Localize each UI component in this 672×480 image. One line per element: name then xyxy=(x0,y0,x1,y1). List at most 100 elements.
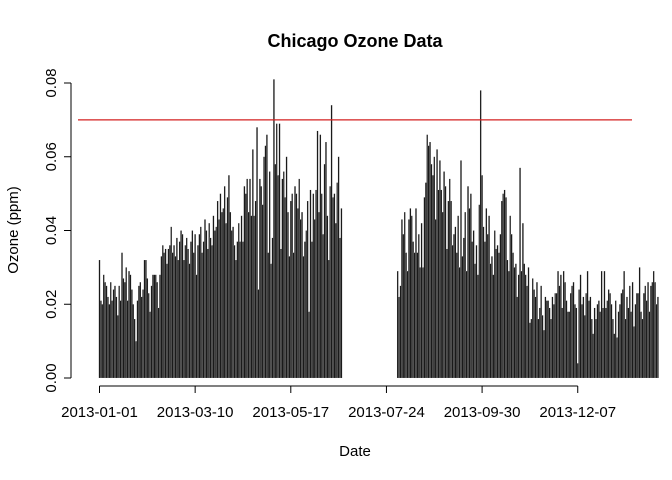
ozone-bar xyxy=(444,186,447,379)
ozone-bar xyxy=(505,197,507,379)
ozone-bar xyxy=(638,267,641,379)
ozone-bar xyxy=(629,285,631,379)
ozone-bar xyxy=(275,123,278,379)
ozone-bar xyxy=(122,278,125,379)
ozone-bar xyxy=(281,178,284,379)
ozone-bar xyxy=(219,193,222,379)
ozone-bar xyxy=(633,326,635,379)
ozone-bar xyxy=(326,215,329,379)
ozone-bar xyxy=(222,208,225,379)
ozone-bar xyxy=(510,234,513,379)
ozone-bar xyxy=(560,274,562,379)
ozone-bar xyxy=(427,145,430,379)
ozone-bar xyxy=(305,230,308,379)
ozone-bar xyxy=(434,219,437,379)
ozone-bar xyxy=(180,230,182,379)
ozone-bar xyxy=(330,105,333,379)
ozone-bar xyxy=(443,171,445,379)
ozone-bar xyxy=(409,208,412,379)
ozone-bar xyxy=(529,322,531,379)
ozone-bar xyxy=(339,237,341,379)
ozone-bar xyxy=(437,189,440,379)
ozone-bar xyxy=(416,252,419,379)
ozone-bar xyxy=(256,127,258,379)
ozone-bar xyxy=(423,197,426,379)
ozone-bar xyxy=(290,200,292,379)
ozone-bar xyxy=(340,208,343,379)
ozone-bar xyxy=(157,307,160,379)
ozone-bar xyxy=(657,296,659,379)
ozone-bar xyxy=(489,263,492,379)
ozone-bar xyxy=(567,311,569,379)
ozone-bar xyxy=(301,211,303,379)
ozone-bar xyxy=(271,237,274,379)
ozone-bar xyxy=(454,226,457,379)
ozone-bar xyxy=(650,285,652,379)
ozone-bar xyxy=(153,274,156,379)
ozone-bar xyxy=(260,186,263,379)
ozone-bar xyxy=(223,186,226,379)
y-tick-label: 0.02 xyxy=(43,290,60,319)
ozone-bar xyxy=(232,226,234,379)
ozone-bar xyxy=(250,215,253,379)
ozone-bar xyxy=(522,223,524,379)
ozone-bar xyxy=(173,245,175,379)
ozone-bar xyxy=(319,134,322,379)
ozone-bar xyxy=(309,189,312,379)
ozone-bar xyxy=(551,296,554,379)
ozone-bar xyxy=(605,307,607,379)
ozone-bar xyxy=(205,230,208,379)
ozone-bar xyxy=(582,296,585,379)
ozone-bar xyxy=(447,200,450,379)
ozone-bar xyxy=(240,215,243,379)
ozone-bar xyxy=(102,274,105,379)
ozone-bar xyxy=(320,193,323,379)
ozone-bar xyxy=(460,160,462,379)
ozone-bar xyxy=(588,300,590,379)
ozone-bar xyxy=(426,134,428,379)
ozone-bar xyxy=(592,333,594,379)
ozone-bar xyxy=(267,252,270,379)
ozone-bar xyxy=(242,241,244,379)
ozone-bar xyxy=(142,289,144,379)
ozone-bar xyxy=(243,186,246,379)
ozone-bar xyxy=(285,156,288,379)
ozone-bar xyxy=(337,156,340,379)
ozone-bar xyxy=(104,282,106,379)
ozone-bar xyxy=(187,248,189,379)
ozone-bar xyxy=(315,189,317,379)
ozone-bar xyxy=(519,167,521,379)
ozone-bar xyxy=(591,318,593,379)
ozone-bar xyxy=(181,234,184,379)
ozone-bar xyxy=(264,145,267,379)
ozone-bar xyxy=(456,252,458,379)
x-axis: 2013-01-01 2013-03-10 2013-05-17 2013-07-24… xyxy=(61,385,616,421)
ozone-bar xyxy=(578,289,580,379)
ozone-bar xyxy=(465,270,468,379)
ozone-bar xyxy=(112,289,115,379)
ozone-bar xyxy=(430,164,433,379)
ozone-bar xyxy=(214,230,216,379)
ozone-bar xyxy=(623,270,625,379)
ozone-bar xyxy=(146,278,149,379)
ozone-bar xyxy=(569,293,572,379)
ozone-bar xyxy=(526,285,528,379)
ozone-bar xyxy=(600,270,603,379)
ozone-bar xyxy=(523,263,526,379)
ozone-bar xyxy=(474,263,476,379)
ozone-bar xyxy=(246,178,248,379)
ozone-bar xyxy=(516,296,519,379)
ozone-bar xyxy=(408,219,410,379)
ozone-bar xyxy=(162,245,164,379)
ozone-bar xyxy=(178,241,181,379)
ozone-bar xyxy=(562,270,565,379)
ozone-bar xyxy=(419,267,421,379)
bar-group xyxy=(98,79,659,379)
ozone-bar xyxy=(233,245,236,379)
ozone-bar xyxy=(652,270,655,379)
ozone-bar xyxy=(640,311,642,379)
ozone-bar xyxy=(204,219,206,379)
ozone-bar xyxy=(118,285,120,379)
ozone-bar xyxy=(420,223,423,379)
x-tick-label: 2013-07-24 xyxy=(348,404,425,421)
